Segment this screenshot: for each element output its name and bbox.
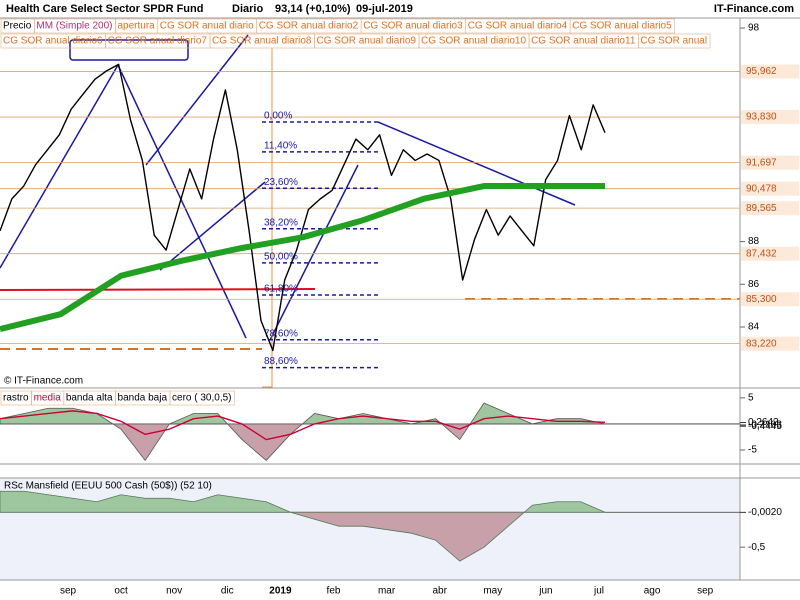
legend-label: CG SOR anual diario11: [531, 36, 636, 47]
y-tick-label: 98: [748, 23, 760, 34]
level-label-bg: [741, 181, 799, 196]
y-tick-label: 5: [748, 392, 754, 403]
level-label: 93,830: [746, 112, 777, 123]
fib-label: 23,60%: [264, 177, 298, 188]
legend-box: [638, 33, 711, 49]
header-source: IT-Finance.com: [714, 3, 794, 15]
legend-label: CG SOR anual diario9: [317, 36, 417, 47]
watermark: © IT-Finance.com: [4, 376, 83, 387]
level-label-bg: [741, 155, 799, 170]
fib-label: 0,00%: [264, 111, 292, 122]
legend-label: rastro: [3, 393, 29, 404]
legend-label: MM (Simple 200): [36, 21, 112, 32]
legend-label: CG SOR anual diario10: [421, 36, 526, 47]
level-label-bg: [741, 201, 799, 216]
line: [0, 63, 606, 352]
x-tick-label: may: [483, 586, 502, 597]
legend-label: banda baja: [118, 393, 168, 404]
legend-label: CG SOR anual diario5: [572, 21, 672, 32]
legend-label: cero ( 30,0,5): [172, 393, 231, 404]
legend-label: CG SOR anual diario3: [363, 21, 463, 32]
fib-label: 88,60%: [264, 356, 298, 367]
legend-label: CG SOR anual diario7: [108, 36, 208, 47]
fib-label: 61,80%: [264, 284, 298, 295]
x-tick-label: dic: [221, 586, 234, 597]
header-title: Health Care Select Sector SPDR Fund: [6, 3, 203, 15]
area: [0, 402, 606, 462]
legend-label: CG SOR anual diario8: [212, 36, 312, 47]
y-tick-label: 84: [748, 322, 760, 333]
x-tick-label: sep: [697, 586, 714, 597]
x-tick-label: jul: [593, 586, 604, 597]
legend-label: CG SOR anual diario2: [259, 21, 359, 32]
header-date: 09-jul-2019: [356, 3, 413, 15]
header-period: Diario: [232, 3, 263, 15]
legend-box: [169, 390, 235, 406]
level-label: 89,565: [746, 203, 777, 214]
legend-box: [569, 18, 675, 34]
level-label: 91,697: [746, 157, 777, 168]
x-tick-label: feb: [327, 586, 341, 597]
x-tick-label: abr: [432, 586, 447, 597]
panel-title: RSc Mansfield (EEUU 500 Cash (50$)) (52 …: [4, 481, 212, 492]
level-label: 90,478: [746, 183, 777, 194]
marker-label: -0,4445: [748, 421, 782, 432]
level-label-bg: [741, 292, 799, 307]
x-tick-label: oct: [114, 586, 128, 597]
x-tick-label: sep: [60, 586, 77, 597]
y-tick-label: -5: [748, 445, 757, 456]
trendlines: [0, 34, 576, 341]
y-tick-label: 88: [748, 236, 760, 247]
marker-label: 0,2642: [748, 417, 779, 428]
legend-label: CG SOR anual diario: [160, 21, 254, 32]
legend-label: CG SOR anual: [640, 36, 707, 47]
level-label: 85,300: [746, 294, 777, 305]
area: [0, 490, 606, 562]
fib-label: 38,20%: [264, 217, 298, 228]
x-tick-label: mar: [378, 586, 396, 597]
legend-label: media: [34, 393, 62, 404]
legend-label: Precio: [3, 21, 32, 32]
x-tick-label: ago: [644, 586, 661, 597]
level-label-bg: [741, 336, 799, 351]
x-tick-label: 2019: [269, 586, 292, 597]
level-label-bg: [741, 246, 799, 261]
line: [0, 410, 606, 441]
level-label-bg: [741, 64, 799, 79]
legend-label: CG SOR anual diario6: [3, 36, 103, 47]
fib-label: 50,00%: [264, 252, 298, 263]
level-label: 83,220: [746, 338, 777, 349]
header-quote: 93,14 (+0,10%): [275, 3, 351, 15]
y-tick-label: 86: [748, 279, 760, 290]
level-label-bg: [741, 110, 799, 125]
level-label: 95,962: [746, 66, 777, 77]
y-tick-label: -0,5: [748, 542, 766, 553]
x-tick-label: nov: [166, 586, 182, 597]
fib-label: 78,60%: [264, 328, 298, 339]
legend-label: apertura: [118, 21, 156, 32]
line: [0, 183, 605, 333]
level-label: 87,432: [746, 248, 777, 259]
legend-label: banda alta: [66, 393, 113, 404]
panel-bg: [0, 478, 740, 580]
fib-label: 11,40%: [264, 141, 297, 152]
marker-label: -0,0020: [748, 507, 782, 518]
legend-label: CG SOR anual diario4: [468, 21, 568, 32]
x-tick-label: jun: [538, 586, 552, 597]
marker-label: -0,2103: [748, 420, 782, 431]
